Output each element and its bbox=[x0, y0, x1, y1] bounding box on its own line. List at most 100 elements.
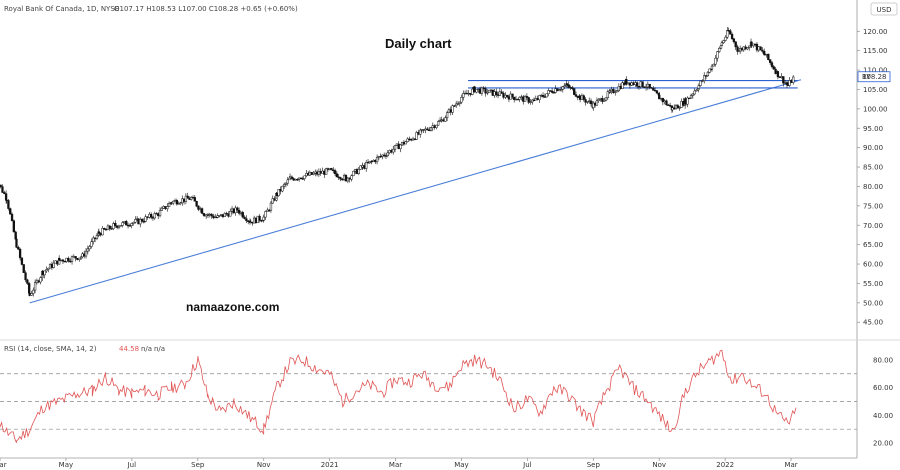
candle-body bbox=[659, 98, 663, 100]
candle-body bbox=[92, 237, 95, 242]
candle-body bbox=[433, 125, 436, 128]
candle-body bbox=[703, 75, 706, 81]
candle-body bbox=[746, 47, 749, 50]
candle-body bbox=[245, 218, 248, 222]
candle-body bbox=[236, 207, 239, 211]
candle-body bbox=[550, 90, 554, 93]
candle-body bbox=[726, 30, 729, 38]
candle-body bbox=[252, 217, 256, 224]
candle-body bbox=[730, 33, 734, 40]
time-tick-label: May bbox=[454, 461, 468, 469]
candle-body bbox=[768, 59, 772, 63]
candle-body bbox=[59, 259, 63, 261]
currency-badge[interactable] bbox=[870, 2, 898, 16]
candle-body bbox=[518, 96, 521, 100]
candle-body bbox=[186, 195, 189, 199]
candle-body bbox=[258, 215, 261, 221]
candle-body bbox=[119, 225, 122, 227]
candle-body bbox=[90, 241, 93, 247]
candle-body bbox=[70, 256, 74, 262]
candle-body bbox=[538, 95, 541, 100]
candle-body bbox=[603, 99, 606, 102]
candle-body bbox=[753, 43, 757, 46]
candle-body bbox=[691, 93, 695, 96]
candle-body bbox=[146, 216, 149, 218]
candle-body bbox=[471, 88, 474, 95]
candle-body bbox=[299, 177, 303, 179]
candle-body bbox=[110, 228, 113, 230]
candle-body bbox=[558, 89, 561, 92]
candle-body bbox=[763, 53, 766, 56]
candle-body bbox=[532, 99, 536, 102]
candle-body bbox=[359, 165, 362, 170]
candle-body bbox=[275, 192, 279, 197]
candle-body bbox=[543, 96, 547, 98]
candle-body bbox=[420, 129, 424, 131]
candle-body bbox=[451, 105, 454, 113]
candle-body bbox=[415, 132, 418, 140]
candle-body bbox=[386, 152, 389, 157]
candle-body bbox=[767, 53, 770, 60]
candle-body bbox=[230, 208, 234, 212]
time-tick-label: Nov bbox=[257, 461, 271, 469]
candle-body bbox=[208, 213, 211, 216]
candle-body bbox=[125, 220, 128, 226]
candle-body bbox=[783, 82, 787, 84]
candle-body bbox=[755, 43, 759, 51]
candle-body bbox=[695, 89, 698, 92]
last-price-tag bbox=[857, 71, 891, 83]
candle-body bbox=[552, 92, 555, 94]
candle-body bbox=[254, 217, 258, 224]
candle-body bbox=[74, 256, 77, 259]
candle-body bbox=[93, 237, 97, 239]
candle-body bbox=[737, 50, 740, 53]
candle-body bbox=[288, 176, 292, 179]
candle-body bbox=[778, 76, 781, 78]
candle-body bbox=[790, 80, 793, 83]
candle-body bbox=[584, 99, 587, 103]
candle-body bbox=[330, 168, 333, 171]
candle-body bbox=[445, 112, 449, 118]
candle-body bbox=[668, 105, 672, 107]
candle-body bbox=[160, 207, 163, 211]
candle-body bbox=[621, 82, 624, 89]
candle-body bbox=[157, 213, 160, 217]
candle-body bbox=[108, 225, 111, 229]
candle-body bbox=[65, 257, 68, 262]
candle-body bbox=[24, 272, 27, 281]
candle-body bbox=[52, 262, 55, 268]
candle-body bbox=[724, 36, 727, 41]
time-tick-label: Jul bbox=[522, 461, 532, 469]
candle-body bbox=[644, 86, 648, 89]
candle-body bbox=[162, 206, 165, 209]
candle-body bbox=[426, 128, 429, 131]
candle-body bbox=[173, 200, 177, 202]
candle-body bbox=[114, 223, 117, 227]
candle-body bbox=[308, 172, 311, 176]
candle-body bbox=[374, 159, 377, 163]
candle-body bbox=[151, 217, 155, 219]
candle-body bbox=[195, 200, 198, 207]
chart-header-symbol: Royal Bank Of Canada, 1D, NYSE bbox=[4, 5, 119, 13]
candle-body bbox=[128, 225, 132, 227]
candle-body bbox=[199, 208, 202, 210]
price-tick-label: 105.00 bbox=[863, 86, 888, 94]
candle-body bbox=[482, 87, 485, 89]
candle-body bbox=[573, 88, 576, 95]
candle-body bbox=[88, 246, 91, 250]
candle-body bbox=[523, 96, 527, 102]
candle-body bbox=[58, 257, 61, 261]
candle-body bbox=[788, 80, 791, 86]
candle-body bbox=[3, 192, 6, 194]
candle-body bbox=[97, 231, 101, 234]
candle-body bbox=[714, 57, 717, 65]
candle-body bbox=[144, 216, 147, 222]
candle-body bbox=[368, 160, 371, 164]
candle-body bbox=[67, 257, 70, 262]
candle-body bbox=[101, 228, 104, 236]
candle-body bbox=[18, 248, 22, 259]
candle-body bbox=[81, 253, 84, 258]
candle-body bbox=[408, 138, 411, 140]
candle-body bbox=[400, 141, 404, 146]
price-tick-label: 90.00 bbox=[863, 144, 883, 152]
